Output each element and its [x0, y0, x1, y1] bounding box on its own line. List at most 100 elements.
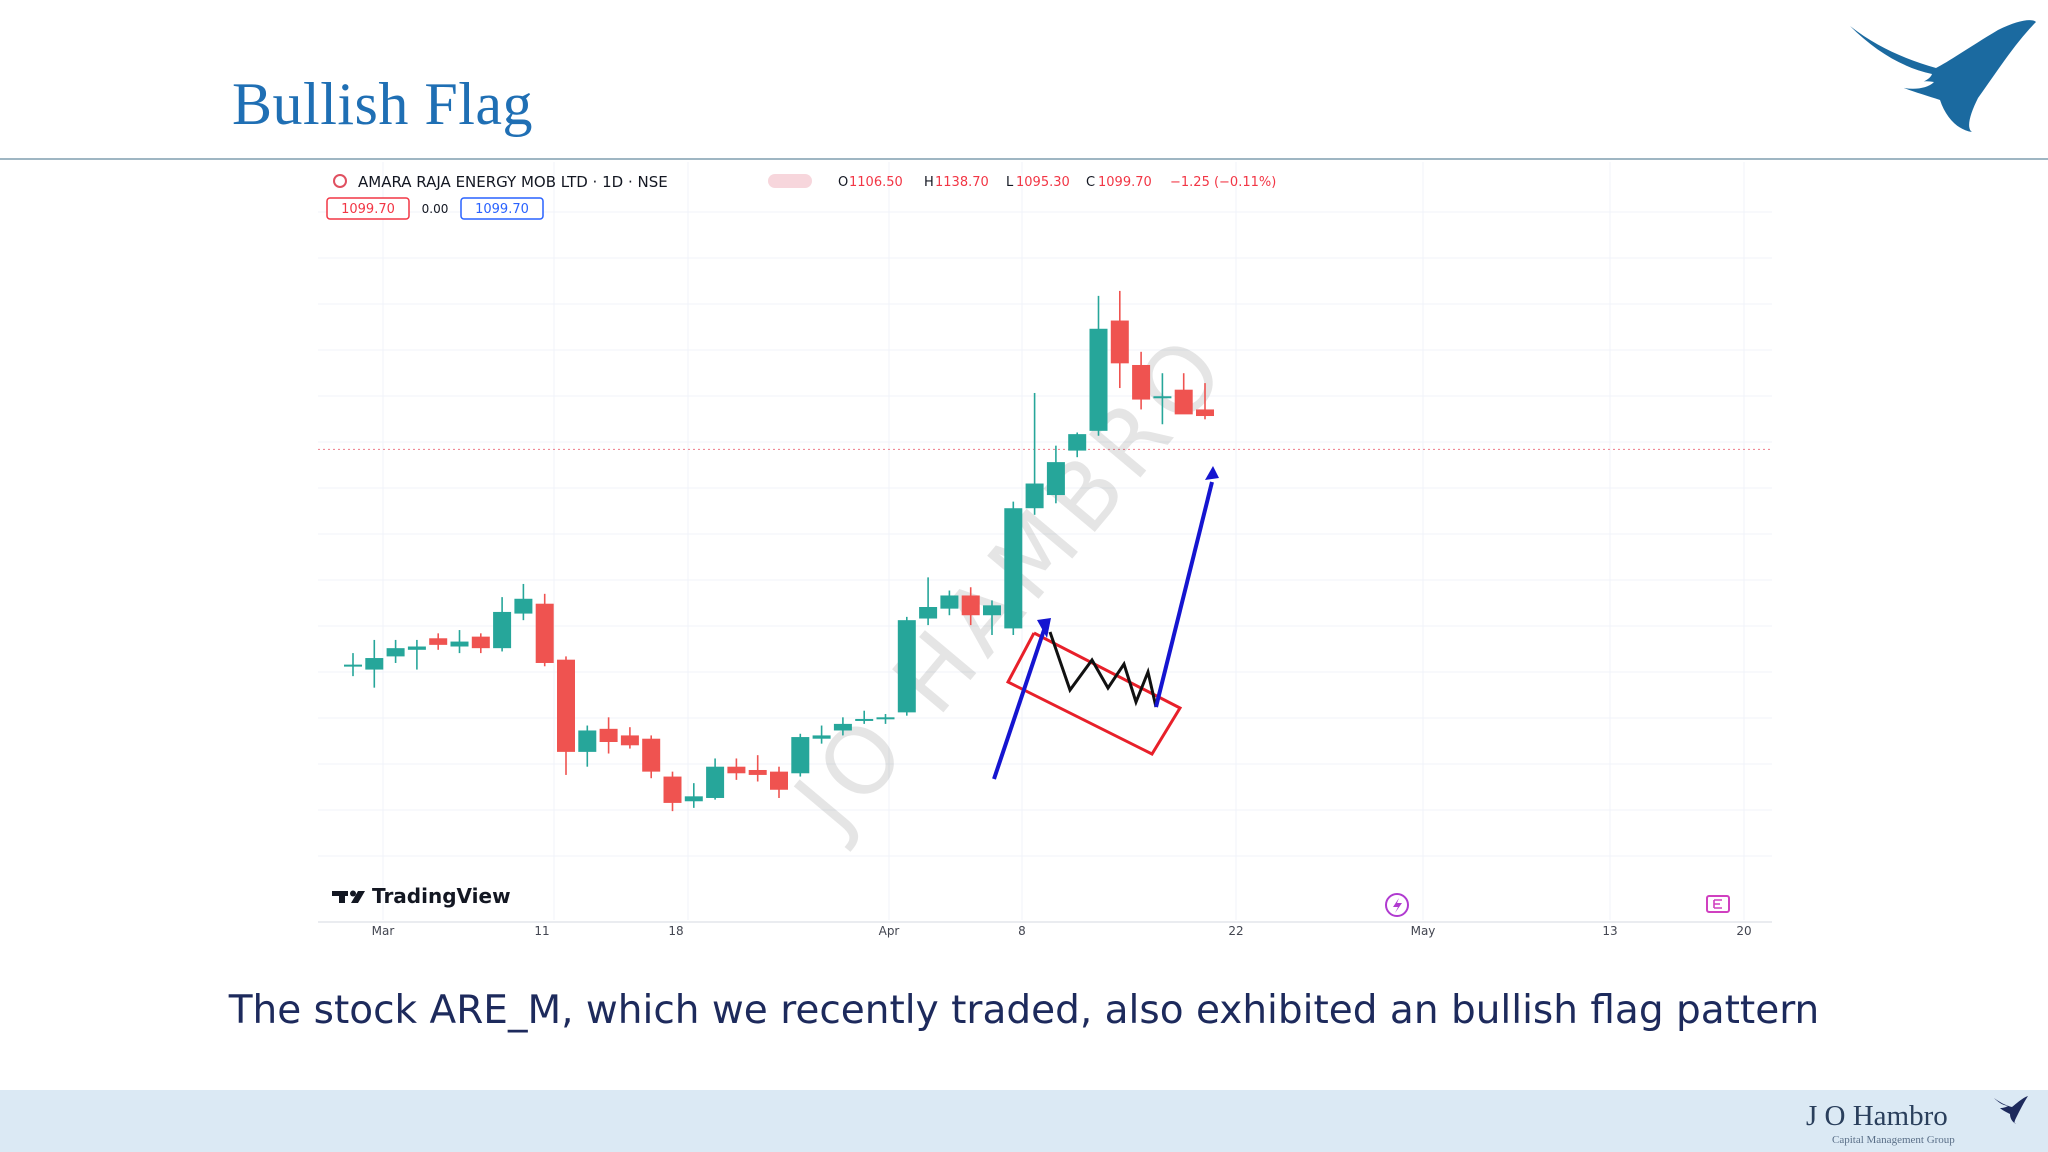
candle — [578, 725, 597, 767]
candle-body — [535, 603, 554, 663]
ohlc-high: 1138.70 — [935, 175, 989, 190]
candle — [876, 714, 895, 724]
candle — [1046, 445, 1065, 504]
candle-body — [791, 737, 810, 774]
candle — [897, 616, 916, 716]
candle — [386, 639, 405, 663]
ask-box[interactable] — [460, 197, 544, 220]
candle — [535, 593, 554, 667]
candle-body — [876, 717, 895, 720]
candle-body — [578, 730, 597, 752]
time-axis-tick-label: 11 — [534, 924, 549, 938]
eagle-logo-icon — [1850, 20, 2036, 132]
candle — [663, 771, 682, 812]
candle — [493, 597, 512, 652]
bid-price: 1099.70 — [341, 202, 395, 217]
candle-body — [642, 738, 661, 772]
bid-box[interactable] — [326, 197, 410, 220]
time-axis-tick-label: 20 — [1736, 924, 1751, 938]
footer-brand-sub: Capital Management Group — [1832, 1134, 1955, 1146]
candle-body — [344, 664, 362, 667]
ohlc-close: 1099.70 — [1098, 175, 1152, 190]
flag-pattern-annotation — [992, 466, 1219, 780]
candle-body — [897, 620, 916, 713]
candle-body — [727, 766, 746, 774]
chart-grid — [318, 162, 1772, 920]
ohlc-high-label: H — [924, 175, 934, 190]
flagpole-arrow — [992, 626, 1047, 780]
candle-body — [429, 638, 448, 645]
candle — [919, 577, 938, 626]
candle-body — [407, 646, 426, 650]
candle-body — [1089, 328, 1108, 431]
candle-body — [684, 796, 703, 802]
candle-body — [855, 718, 874, 721]
earnings-event-icon[interactable] — [1706, 895, 1730, 913]
time-axis-tick-label: 22 — [1228, 924, 1243, 938]
candle-body — [471, 636, 490, 649]
footer-bar: J O Hambro Capital Management Group — [0, 1090, 2048, 1152]
indicator-pill[interactable] — [768, 174, 812, 188]
candle — [514, 583, 533, 621]
candle-body — [599, 728, 618, 742]
ohlc-low: 1095.30 — [1016, 175, 1070, 190]
candle — [1153, 373, 1172, 425]
candle — [344, 653, 362, 677]
title-divider — [0, 158, 2048, 160]
candle-body — [1174, 389, 1193, 415]
candle-body — [386, 648, 405, 657]
candle — [748, 755, 767, 782]
candle-body — [493, 611, 512, 649]
candle — [1025, 392, 1044, 515]
candle — [557, 656, 575, 775]
candle-body — [812, 735, 831, 739]
candlestick-chart[interactable]: JO HAMBRO AMARA RAJA ENERGY MOB LTD · 1D… — [318, 162, 1772, 944]
candle-body — [706, 766, 725, 798]
footer-brand: J O Hambro — [1806, 1100, 1948, 1132]
candle-body — [919, 607, 938, 619]
ask-price: 1099.70 — [475, 202, 529, 217]
time-axis-tick-label: 13 — [1602, 924, 1617, 938]
symbol-line: AMARA RAJA ENERGY MOB LTD · 1D · NSE — [358, 173, 668, 191]
flag-zigzag — [1048, 631, 1158, 708]
candle — [1196, 383, 1214, 420]
footer-logo: J O Hambro Capital Management Group — [1798, 1090, 2028, 1152]
time-axis-tick-label: 18 — [668, 924, 683, 938]
candle — [961, 587, 980, 626]
ohlc-close-label: C — [1086, 175, 1095, 190]
candle-body — [1046, 462, 1065, 496]
candle-body — [663, 776, 682, 803]
candle — [429, 633, 448, 650]
candle-body — [365, 658, 384, 670]
ohlc-low-label: L — [1006, 175, 1014, 190]
candle-body — [1196, 409, 1214, 417]
candle — [642, 735, 661, 779]
flagpole-arrowhead — [1037, 618, 1051, 638]
tradingview-brand: TradingView — [372, 884, 511, 908]
candle-body — [1110, 320, 1129, 364]
candle — [471, 633, 490, 654]
slide-title: Bullish Flag — [232, 71, 534, 137]
candle-body — [1025, 483, 1044, 509]
candle — [833, 717, 852, 736]
candle-body — [514, 598, 533, 614]
candles-layer — [344, 290, 1214, 812]
tradingview-logo: TradingView — [332, 884, 511, 908]
ohlc-change: −1.25 (−0.11%) — [1170, 175, 1276, 190]
ohlc-open-label: O — [838, 175, 848, 190]
candle — [1174, 373, 1193, 415]
candle-body — [833, 723, 852, 731]
tradingview-logo-icon — [332, 890, 365, 903]
candle — [450, 630, 469, 654]
candle — [1004, 501, 1023, 635]
breakout-arrow — [1154, 481, 1214, 708]
symbol-logo-icon — [333, 174, 347, 188]
dividend-event-icon[interactable] — [1385, 893, 1409, 917]
candle-body — [961, 595, 980, 616]
spread-value: 0.00 — [422, 202, 449, 216]
candle — [855, 710, 874, 724]
candle — [684, 783, 703, 808]
candle-body — [983, 605, 1001, 616]
candle-body — [557, 659, 575, 752]
candle-body — [450, 641, 469, 647]
